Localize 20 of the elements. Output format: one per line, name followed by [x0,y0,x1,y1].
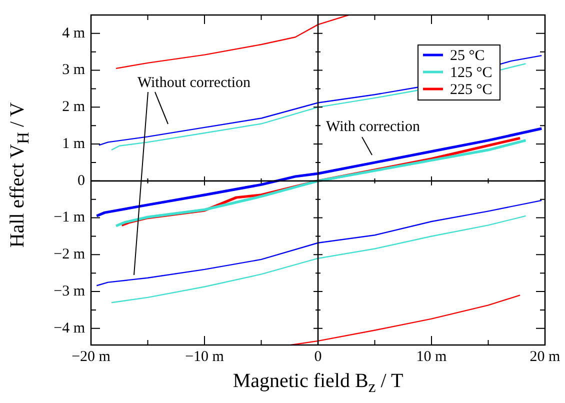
annotation: With correction [326,118,420,135]
y-tick-label: −1 m [54,210,86,226]
y-tick-label: 3 m [62,62,86,78]
legend-label: 225 °C [450,82,492,98]
x-tick-label: 0 [314,348,322,365]
legend-label: 25 °C [450,48,485,64]
x-tick-label: −10 m [185,348,224,365]
y-tick-label: −4 m [54,320,86,336]
x-axis-title: Magnetic field B$_{z}$ / T [232,370,404,397]
y-tick-label: −2 m [54,246,86,263]
x-tick-label: 10 m [416,348,448,365]
y-tick-label: −3 m [54,283,86,300]
x-tick-label: 20 m [530,348,561,365]
y-tick-label: 1 m [62,136,86,152]
y-tick-label: 4 m [62,25,86,42]
annotation: Without correction [137,74,252,91]
y-tick-label: 0 [78,172,85,189]
legend-label: 125 °C [450,64,492,81]
x-tick-label: −20 m [72,348,111,365]
y-tick-label: 2 m [62,99,86,116]
